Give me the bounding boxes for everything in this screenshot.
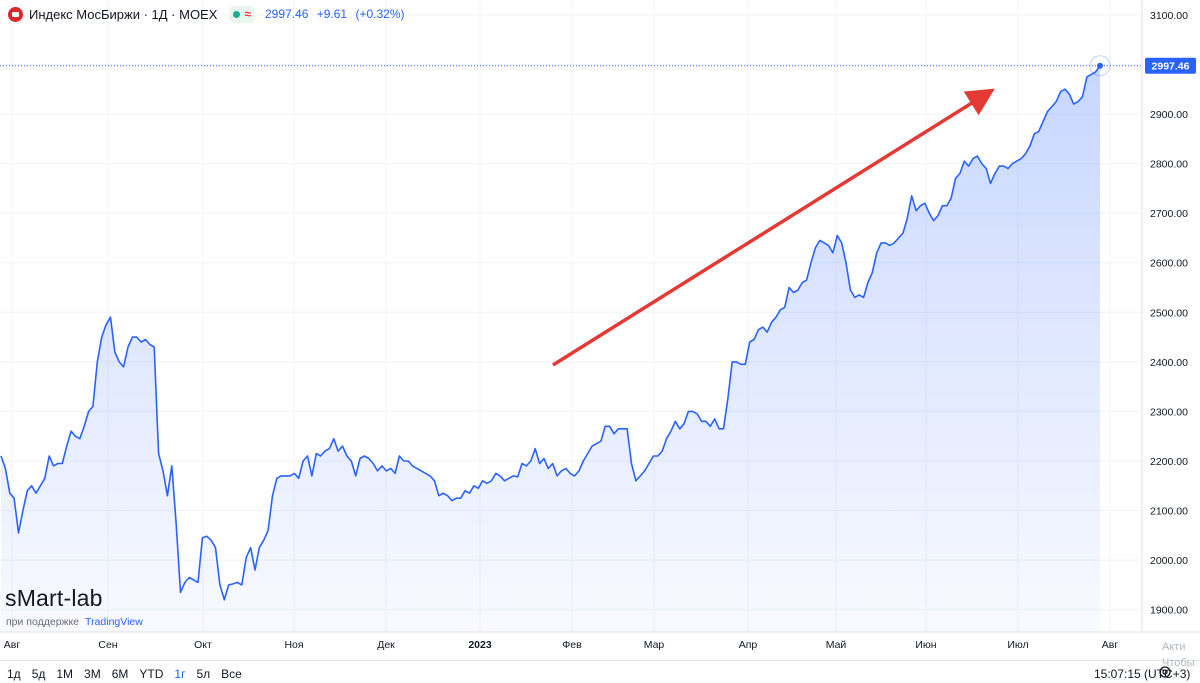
- period-selector: 1д 5д 1М 3М 6М YTD 1г 5л Все: [7, 667, 253, 681]
- price-line: [0, 65, 1101, 601]
- y-tick-label: 2000.00: [1150, 555, 1188, 567]
- period-button[interactable]: 6М: [111, 667, 129, 681]
- trend-arrow-annotation: [552, 88, 995, 367]
- x-tick-label: Окт: [194, 639, 212, 651]
- y-tick-label: 2600.00: [1150, 258, 1188, 270]
- symbol-title[interactable]: Индекс МосБиржи · 1Д · MOEX: [29, 6, 218, 22]
- x-tick-label: Июл: [1007, 639, 1028, 651]
- y-tick-label: 2900.00: [1150, 109, 1188, 121]
- brand-watermark: sMart-lab: [5, 585, 103, 611]
- period-button[interactable]: 5л: [196, 667, 211, 681]
- clock[interactable]: 15:07:15 (UTC+3): [1094, 667, 1191, 681]
- x-tick-label: Фев: [562, 639, 582, 651]
- x-tick-label: Сен: [98, 639, 117, 651]
- y-tick-label: 3100.00: [1150, 10, 1188, 22]
- y-tick-label: 2800.00: [1150, 159, 1188, 171]
- settings-gear-icon[interactable]: [1157, 664, 1173, 680]
- y-tick-label: 2100.00: [1150, 506, 1188, 518]
- y-tick-label: 2300.00: [1150, 406, 1188, 418]
- period-button[interactable]: 5д: [31, 667, 46, 681]
- price-change-percent: (+0.32%): [355, 7, 405, 21]
- y-tick-label: 2200.00: [1150, 456, 1188, 468]
- period-button[interactable]: YTD: [139, 667, 164, 681]
- period-button[interactable]: Все: [221, 667, 242, 681]
- period-button[interactable]: 1г: [174, 667, 186, 681]
- y-tick-label: 2400.00: [1150, 357, 1188, 369]
- x-tick-label: Апр: [739, 639, 758, 651]
- last-point-halo: [1089, 55, 1111, 77]
- bottom-toolbar: 1д 5д 1М 3М 6М YTD 1г 5л Все 15:07:15 (UTC+3) Ак…: [0, 641, 1200, 683]
- y-tick-label: 1900.00: [1150, 605, 1188, 617]
- last-price-badge: [1145, 57, 1196, 74]
- tradingview-link[interactable]: TradingView: [85, 616, 143, 628]
- y-tick-label: 2500.00: [1150, 307, 1188, 319]
- period-button[interactable]: 1М: [56, 667, 74, 681]
- delayed-data-icon: ≈: [244, 7, 251, 21]
- y-tick-label: 2700.00: [1150, 208, 1188, 220]
- os-activation-watermark-2: Чтобы: [1162, 657, 1195, 669]
- last-point-marker: [1097, 62, 1103, 69]
- period-button[interactable]: 1д: [7, 667, 21, 681]
- market-status-badge[interactable]: ≈: [229, 5, 255, 23]
- x-tick-label: Ноя: [284, 639, 303, 651]
- market-open-dot-icon: [233, 10, 241, 18]
- x-tick-label: 2023: [468, 639, 492, 651]
- x-tick-label: Май: [826, 639, 847, 651]
- price-summary: 2997.46 +9.61 (+0.32%): [265, 7, 409, 21]
- x-tick-label: Авг: [1102, 639, 1119, 651]
- x-tick-label: Дек: [377, 639, 395, 651]
- x-tick-label: Июн: [915, 639, 936, 651]
- x-tick-label: Авг: [4, 639, 21, 651]
- moex-logo-icon: [8, 6, 23, 22]
- last-price: 2997.46: [265, 7, 309, 21]
- price-area-fill: [1, 65, 1100, 632]
- period-button[interactable]: 3М: [84, 667, 101, 681]
- support-credit: при поддержке TradingView: [6, 616, 143, 628]
- chart-header: Индекс МосБиржи · 1Д · MOEX ≈ 2997.46 +9…: [8, 5, 409, 23]
- os-activation-watermark: Акти: [1162, 641, 1186, 653]
- price-change: +9.61: [316, 7, 348, 21]
- x-tick-label: Мар: [644, 639, 665, 651]
- last-price-label: 2997.46: [1152, 61, 1190, 73]
- support-text: при поддержке: [6, 616, 80, 628]
